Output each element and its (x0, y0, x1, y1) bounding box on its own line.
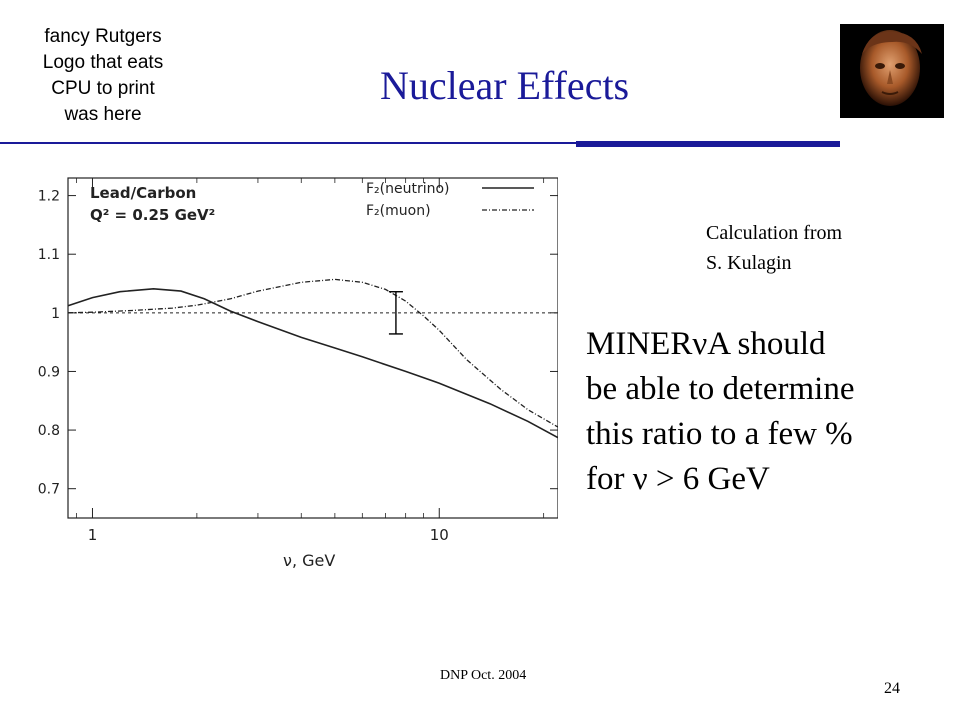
y-tick-label: 1 (51, 306, 60, 322)
series-line-muon (67, 278, 559, 428)
title-rule-thick (576, 141, 840, 147)
x-axis-label: ν, GeV (283, 551, 335, 570)
claim-line: be able to determine (586, 371, 855, 407)
footer-text: DNP Oct. 2004 (440, 668, 527, 683)
logo-line: was here (64, 104, 142, 125)
error-bar (388, 291, 403, 335)
calculation-credit: Calculation from S. Kulagin (706, 218, 842, 278)
plot-frame (67, 177, 559, 519)
plot-annotation-line: Lead/Carbon (90, 184, 196, 202)
y-tick-label: 1.1 (38, 247, 60, 263)
logo-line: fancy Rutgers (44, 26, 162, 47)
chart-container: 0.7 0.8 0.9 1 1.1 1.2 1 10 Lead/Carbon Q² = 0.2… (18, 168, 559, 588)
title-rule-thin (0, 142, 580, 144)
ratio-chart: 0.7 0.8 0.9 1 1.1 1.2 1 10 Lead/Carbon Q² = 0.2… (38, 177, 559, 570)
y-tick-label: 0.9 (38, 364, 60, 380)
claim-line: this ratio to a few % (586, 416, 853, 452)
claim-text: MINERνA should be able to determine this… (586, 322, 854, 502)
y-tick-label: 0.7 (38, 482, 60, 498)
logo-line: CPU to print (51, 78, 155, 99)
legend-label-neutrino: F₂(neutrino) (366, 181, 450, 197)
credit-line: S. Kulagin (706, 252, 792, 274)
x-tick-label: 1 (88, 526, 98, 544)
credit-line: Calculation from (706, 222, 843, 244)
x-tick-label: 10 (430, 526, 449, 544)
portrait-graphic (840, 24, 944, 118)
portrait-image (840, 24, 944, 118)
y-tick-label: 0.8 (38, 423, 60, 439)
slide-title: Nuclear Effects (380, 63, 630, 108)
y-tick-label: 1.2 (38, 189, 60, 205)
legend-label-muon: F₂(muon) (366, 203, 431, 219)
logo-line: Logo that eats (42, 52, 164, 73)
plot-annotation-line: Q² = 0.25 GeV² (90, 206, 215, 224)
logo-placeholder-text: fancy Rutgers Logo that eats CPU to prin… (8, 24, 198, 128)
series-line-neutrino (67, 287, 559, 439)
claim-line: MINERνA should (586, 326, 826, 362)
page-number: 24 (884, 680, 900, 697)
claim-line: for ν > 6 GeV (586, 461, 770, 497)
